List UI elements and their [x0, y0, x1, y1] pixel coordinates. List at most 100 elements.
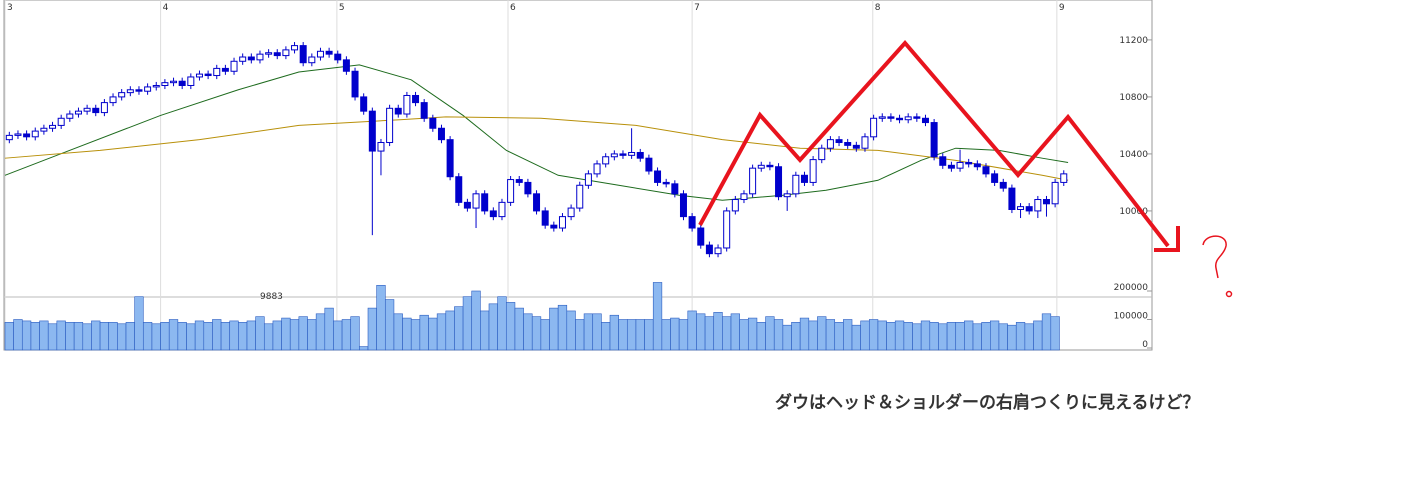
volume-bar: [670, 317, 680, 351]
candle-body: [342, 59, 350, 72]
candle-body: [930, 122, 938, 158]
candle-body: [524, 181, 532, 195]
volume-bar: [868, 319, 879, 351]
volume-bar: [1007, 324, 1017, 351]
volume-bar: [981, 322, 991, 351]
candle-body: [74, 110, 82, 115]
y-tick-label: 10400: [1119, 150, 1148, 160]
candle-body: [826, 139, 834, 149]
volume-bar: [644, 319, 654, 351]
candle-body: [429, 117, 437, 129]
candle-body: [83, 107, 91, 112]
candle-body: [705, 244, 713, 255]
volume-bar: [661, 319, 671, 351]
candle-body: [351, 70, 359, 98]
volume-bar: [82, 323, 92, 351]
volume-bar: [877, 320, 887, 351]
candle-body: [187, 76, 195, 87]
volume-bar: [739, 319, 749, 351]
candle-body: [1042, 199, 1050, 205]
candle-body: [239, 56, 247, 62]
hand-annotation: [698, 39, 1233, 298]
candle-body: [878, 116, 886, 119]
volume-bar: [359, 346, 369, 351]
volume-bar: [151, 323, 161, 351]
candle-body: [152, 85, 160, 88]
volume-bar: [497, 296, 507, 351]
x-tick-label: 3: [7, 3, 13, 13]
volume-bar: [220, 322, 231, 351]
volume-bar: [912, 323, 922, 351]
volume-bar: [238, 322, 248, 351]
volume-bar: [687, 310, 697, 351]
question-mark: [1202, 235, 1227, 279]
candle-body: [109, 96, 117, 104]
volume-bar: [696, 313, 706, 351]
volume-bar: [21, 320, 32, 351]
volume-bar: [773, 319, 784, 351]
volume-bar: [886, 322, 896, 351]
moving-average-line: [4, 64, 1069, 201]
volume-bar: [454, 306, 464, 351]
volume-bar: [834, 322, 844, 351]
candle-body: [195, 73, 203, 78]
volume-bar: [272, 320, 282, 351]
volume-bar: [566, 310, 576, 351]
x-tick-label: 4: [163, 3, 169, 13]
volume-bar: [583, 313, 594, 351]
candle-body: [481, 193, 489, 212]
candle-body: [913, 116, 921, 119]
volume-bar: [419, 314, 429, 351]
volume-bar: [782, 324, 792, 351]
candle-body: [1051, 181, 1059, 205]
candle-body: [5, 134, 13, 141]
candle-body: [610, 153, 618, 158]
candle-body: [394, 107, 402, 115]
volume-bar: [505, 302, 516, 351]
volume-bar: [117, 323, 127, 351]
candle-body: [507, 179, 515, 203]
candle-body: [57, 117, 65, 126]
candle-body: [386, 107, 394, 144]
candle-body: [550, 224, 558, 229]
volume-bar: [972, 323, 982, 351]
candle-body: [567, 207, 575, 218]
volume-bar: [964, 320, 974, 351]
candle-body: [161, 82, 169, 87]
volume-bar: [298, 316, 308, 351]
candle-body: [800, 174, 808, 183]
candle-body: [584, 173, 592, 186]
candle-body: [999, 181, 1007, 189]
y-tick-label: 200000: [1114, 283, 1149, 293]
x-tick-label: 5: [339, 3, 345, 13]
candle-body: [265, 52, 273, 55]
volume-bar: [315, 313, 326, 351]
candle-body: [662, 181, 670, 185]
y-tick-label: 0: [1142, 340, 1148, 350]
volume-bar: [704, 316, 715, 351]
volume-bar: [177, 322, 187, 351]
volume-bar: [229, 320, 239, 351]
volume-bar: [194, 320, 205, 351]
volume-bar: [1033, 320, 1043, 351]
candle-body: [870, 117, 878, 138]
volume-bar: [263, 323, 274, 351]
candle-body: [783, 193, 791, 198]
candle-body: [178, 80, 186, 87]
volume-bar: [471, 290, 481, 351]
candle-body: [308, 56, 316, 64]
candle-body: [204, 73, 212, 77]
candle-body: [731, 199, 739, 212]
y-tick-label: 100000: [1114, 312, 1149, 322]
volume-bar: [186, 323, 196, 351]
volume-bar: [4, 322, 14, 351]
candle-body: [282, 49, 290, 57]
volume-bar: [747, 317, 758, 351]
candle-body: [714, 247, 722, 255]
volume-bar: [722, 316, 732, 351]
volume-bar: [843, 319, 853, 351]
candle-body: [679, 193, 687, 218]
candle-body: [49, 124, 57, 129]
candle-body: [723, 210, 731, 249]
volume-bar: [713, 312, 723, 351]
